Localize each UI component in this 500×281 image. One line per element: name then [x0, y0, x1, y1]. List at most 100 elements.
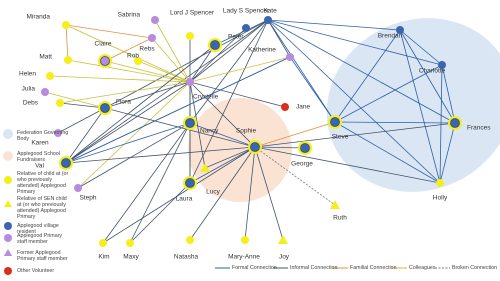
connection [254, 122, 456, 148]
node-label: Frances [467, 125, 491, 132]
legend-label: Applegood School Fundraisers [17, 151, 60, 163]
connection-label: Formal Connection [232, 265, 277, 271]
connection [244, 146, 256, 241]
node [396, 26, 404, 34]
connection [334, 29, 401, 123]
connection [439, 64, 443, 184]
node-label: Lord J Spencer [170, 10, 215, 17]
node-label: Katherine [248, 47, 276, 54]
connection-label: Familial Connection [350, 265, 397, 271]
node [281, 103, 289, 111]
node-label: Steph [80, 195, 97, 202]
node-label: Lucy [206, 189, 220, 196]
node [62, 21, 70, 29]
connection [267, 19, 336, 123]
node [436, 179, 444, 187]
connection [267, 19, 443, 66]
connection [65, 107, 106, 164]
node [126, 239, 134, 247]
node-label: Flora [116, 99, 131, 106]
connection [254, 146, 441, 184]
node [61, 158, 71, 168]
connection [59, 81, 191, 104]
node-label: Crystelle [193, 94, 219, 101]
node [64, 56, 72, 64]
node [41, 88, 49, 96]
connection [254, 146, 284, 241]
legend-label: Former Applegood Primary staff member [17, 250, 68, 262]
connection-label: Colleagues [409, 265, 436, 271]
connection [65, 24, 69, 61]
connection [129, 182, 191, 244]
node [56, 99, 64, 107]
legend-label: Applegood village resident [17, 223, 59, 235]
legend-label: Relative of SEN child at (or who previou… [17, 196, 67, 220]
connection [399, 29, 443, 66]
connection [67, 59, 191, 83]
node [210, 40, 220, 50]
node-label: Nancy [200, 128, 219, 135]
connection [267, 19, 441, 184]
connection [104, 19, 269, 109]
node-label: Natasha [174, 254, 199, 261]
connection [65, 44, 216, 164]
connection [154, 19, 191, 83]
node-label: Rebs [139, 46, 155, 53]
connection [65, 81, 191, 164]
connection [59, 102, 106, 109]
node-label: Mary-Anne [228, 254, 260, 261]
connection [254, 146, 336, 206]
node-label: Helen [19, 71, 36, 78]
connection [65, 146, 256, 164]
connection [102, 122, 191, 244]
node-label: Holly [433, 195, 448, 202]
node [250, 142, 260, 152]
connection [189, 146, 256, 241]
connection [104, 60, 191, 83]
connection [189, 19, 269, 124]
node [74, 184, 82, 192]
node-label: Charlotte [419, 68, 446, 75]
connection [65, 56, 291, 164]
connection [65, 122, 191, 164]
node [185, 178, 195, 188]
connection [439, 122, 456, 184]
connection [441, 64, 456, 124]
node [46, 72, 54, 80]
connection-label: Broken Connection [452, 265, 498, 271]
connection [254, 121, 336, 148]
connection [137, 60, 191, 83]
node [330, 117, 340, 127]
connection [189, 81, 256, 148]
connection [44, 91, 106, 109]
connection [189, 146, 256, 184]
connection [399, 29, 456, 124]
node [148, 34, 156, 42]
node-label: Sophie [236, 128, 257, 135]
node-label: Brendan [378, 33, 403, 40]
connection [65, 24, 153, 39]
node [450, 118, 460, 128]
node [99, 239, 107, 247]
connection [77, 81, 191, 189]
node [286, 53, 294, 61]
connection [189, 122, 256, 148]
connection [334, 121, 456, 124]
node [151, 16, 159, 24]
node-label: Kim [98, 254, 109, 261]
connection [204, 146, 256, 169]
connection [104, 37, 153, 62]
node-label: Debs [23, 100, 39, 107]
node-label: Jane [296, 104, 310, 111]
connection [77, 122, 191, 189]
node [264, 16, 272, 24]
node [186, 32, 194, 40]
connection-label: Informal Connection [290, 265, 338, 271]
node-label: Peter [228, 34, 244, 41]
node [134, 57, 142, 65]
legend-icons [3, 129, 450, 275]
node [438, 61, 446, 69]
node-label: George [291, 161, 313, 168]
